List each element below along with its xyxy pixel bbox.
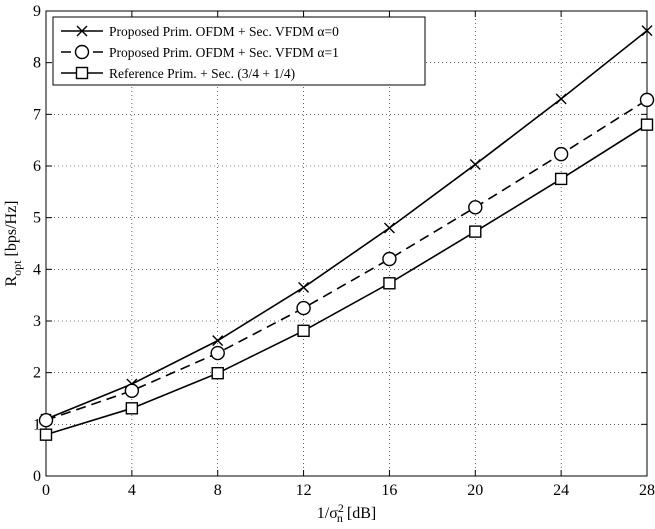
- x-tick-label: 12: [296, 482, 312, 499]
- series-1-point: [469, 158, 481, 170]
- axis-labels: 1/σ2 n [dB] Ropt [bps/Hz]: [3, 201, 376, 526]
- x-tick-label: 24: [553, 482, 569, 499]
- x-tick-label: 28: [639, 482, 655, 499]
- legend-marker: [75, 66, 89, 80]
- x-tick-label: 8: [214, 482, 222, 499]
- series-2-point: [124, 383, 140, 398]
- series-2-point: [210, 345, 225, 361]
- series-3-point: [211, 366, 224, 380]
- series-3: [39, 118, 654, 441]
- series-3-point: [125, 402, 139, 415]
- legend-marker: [74, 44, 90, 60]
- series-3-point: [297, 324, 310, 338]
- y-tick-label: 5: [33, 210, 41, 227]
- series-1-point: [383, 222, 395, 234]
- legend-entry-3: Reference Prim. + Sec. (3/4 + 1/4): [61, 66, 295, 81]
- series-3-point: [383, 277, 396, 290]
- y-tick-label: 0: [33, 468, 41, 485]
- series-group: [38, 25, 655, 441]
- series-2-point: [38, 413, 54, 428]
- series-2-point: [639, 92, 655, 108]
- series-3-point: [39, 428, 53, 441]
- legend-marker: [76, 25, 88, 37]
- legend-label: Proposed Prim. OFDM + Sec. VFDM α=0: [109, 24, 339, 39]
- series-3-point: [640, 118, 654, 131]
- series-1-point: [641, 25, 653, 37]
- plot-frame: [45, 10, 648, 477]
- x-tick-label: 0: [42, 482, 50, 499]
- y-tick-label: 3: [33, 313, 41, 330]
- series-1-point: [212, 335, 224, 347]
- y-tick-label: 4: [33, 261, 41, 278]
- x-tick-label: 20: [467, 482, 483, 499]
- legend-label: Reference Prim. + Sec. (3/4 + 1/4): [109, 66, 295, 81]
- series-2-point: [296, 300, 311, 316]
- series-3-line: [45, 123, 648, 436]
- y-tick-label: 6: [33, 158, 41, 175]
- y-tick-label: 7: [33, 106, 41, 123]
- grid: [46, 11, 647, 476]
- y-tick-label: 8: [33, 55, 41, 72]
- legend-box: [52, 16, 426, 86]
- series-1-point: [298, 281, 310, 293]
- series-2-point: [468, 200, 483, 215]
- y-tick-label: 9: [33, 3, 41, 20]
- x-axis-label: 1/σ2 n [dB]: [317, 501, 376, 525]
- series-1-point: [555, 93, 567, 105]
- legend-entry-1: Proposed Prim. OFDM + Sec. VFDM α=0: [61, 24, 339, 39]
- series-2: [38, 92, 655, 428]
- x-tick-label: 16: [381, 482, 397, 499]
- series-2-line: [45, 99, 648, 421]
- y-axis-label: Ropt [bps/Hz]: [3, 201, 24, 287]
- series-1-line: [45, 30, 648, 420]
- series-3-point: [554, 172, 568, 186]
- x-tick-label: 4: [128, 482, 136, 499]
- series-2-point: [382, 251, 397, 267]
- series-3-point: [469, 225, 482, 238]
- y-tick-label: 1: [33, 416, 41, 433]
- legend: Proposed Prim. OFDM + Sec. VFDM α=0 Propo…: [52, 16, 426, 86]
- y-tick-label: 2: [33, 365, 41, 382]
- legend-label: Proposed Prim. OFDM + Sec. VFDM α=1: [109, 45, 339, 60]
- legend-entry-2: Proposed Prim. OFDM + Sec. VFDM α=1: [61, 44, 339, 60]
- series-2-point: [553, 146, 569, 162]
